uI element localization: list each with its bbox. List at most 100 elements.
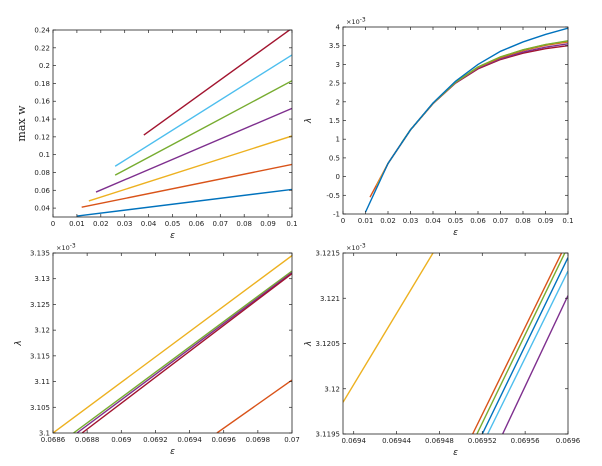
y-tick-label: 3.12 — [34, 327, 50, 335]
x-tick-label: 0.069 — [111, 436, 131, 444]
x-tick-label: 0.0694 — [177, 436, 202, 444]
x-tick-label: 0.0694 — [341, 437, 366, 445]
series-line — [369, 41, 568, 198]
x-tick-label: 0.09 — [538, 217, 554, 225]
y-exponent-power: -3 — [360, 17, 366, 24]
y-tick-label: 0.22 — [34, 44, 50, 52]
series-line — [502, 295, 568, 434]
chart-panel-1: 0 0.01 0.02 0.03 0.04 0.05 0.06 0.07 0.08 0.09 0.1… — [15, 27, 298, 242]
y-tick-label: 1.5 — [329, 117, 340, 125]
chart-panel-4: 0.0694 0.06944 0.06948 0.06952 0.06956 0.0696… — [304, 243, 581, 459]
series-line — [95, 107, 292, 193]
y-tick-label: 3.5 — [329, 42, 340, 50]
series-line — [114, 80, 292, 176]
y-tick-label: 3.115 — [30, 352, 50, 360]
x-tick-label: 0.07 — [493, 217, 509, 225]
y-tick-label: 3.1215 — [316, 250, 341, 258]
x-axis-label: ε — [170, 447, 175, 457]
series-line — [476, 253, 566, 434]
x-tick-label: 0 — [51, 220, 55, 228]
series-line — [382, 43, 568, 174]
x-tick-label: 0.07 — [284, 436, 300, 444]
x-axis-label: ε — [453, 228, 458, 238]
y-tick-label: 0.04 — [34, 205, 50, 213]
y-tick-label: 0.2 — [39, 62, 50, 70]
x-axis-label: ε — [170, 231, 175, 241]
y-axis-label: λ — [304, 118, 314, 124]
y-tick-label: 3.135 — [30, 250, 50, 258]
x-tick-label: 0.02 — [93, 220, 109, 228]
x-tick-label: 0.09 — [260, 220, 276, 228]
series-line — [76, 271, 292, 433]
y-axis-label: λ — [14, 340, 24, 346]
y-tick-label: 2 — [336, 98, 340, 106]
x-tick-label: 0.0696 — [211, 436, 236, 444]
x-tick-label: 0.01 — [358, 217, 374, 225]
series-line — [216, 379, 292, 433]
y-exponent-label: ×10-3 — [346, 17, 366, 27]
y-exponent-power: -3 — [360, 243, 366, 250]
y-tick-label: 0.08 — [34, 169, 50, 177]
chart-panel-3: 0.0686 0.0688 0.069 0.0692 0.0694 0.0696 0.069… — [14, 243, 300, 458]
x-tick-label: 0.06944 — [382, 437, 411, 445]
y-exponent-label: ×10-3 — [346, 243, 366, 253]
x-tick-label: 0.0698 — [246, 436, 271, 444]
y-exponent-power: -3 — [70, 243, 76, 250]
y-tick-label: 0.14 — [34, 116, 50, 124]
y-axis-label: λ — [304, 341, 314, 347]
x-tick-label: 0.03 — [117, 220, 133, 228]
y-tick-label: -0.5 — [326, 192, 340, 200]
y-tick-label: 2.5 — [329, 80, 340, 88]
x-tick-label: 0 — [341, 217, 345, 225]
axes-box — [52, 252, 293, 434]
series-line — [53, 255, 292, 433]
x-tick-label: 0.08 — [515, 217, 531, 225]
y-tick-label: 0.1 — [39, 151, 50, 159]
x-tick-label: 0.0696 — [556, 437, 581, 445]
y-tick-label: 0.18 — [34, 80, 50, 88]
y-exponent-base: ×10 — [346, 18, 360, 26]
series-line — [472, 253, 563, 434]
y-tick-label: 3.121 — [320, 295, 340, 303]
x-tick-label: 0.0686 — [41, 436, 66, 444]
x-tick-label: 0.01 — [69, 220, 85, 228]
x-tick-label: 0.03 — [403, 217, 419, 225]
y-tick-label: 1 — [336, 136, 340, 144]
series-line — [376, 45, 568, 187]
y-exponent-base: ×10 — [346, 244, 360, 252]
series-line — [343, 253, 434, 403]
series-line — [400, 40, 568, 144]
x-axis-label: ε — [453, 448, 458, 458]
series-line — [81, 163, 292, 208]
x-tick-label: 0.04 — [141, 220, 157, 228]
y-exponent-label: ×10-3 — [56, 243, 76, 253]
y-tick-label: 0.24 — [34, 27, 50, 35]
x-tick-label: 0.06 — [470, 217, 486, 225]
series-line — [114, 54, 292, 167]
x-tick-label: 0.05 — [448, 217, 464, 225]
x-tick-label: 0.06948 — [425, 437, 454, 445]
y-tick-label: 3.12 — [324, 385, 340, 393]
x-tick-label: 0.07 — [213, 220, 229, 228]
x-tick-label: 0.1 — [286, 220, 297, 228]
x-tick-label: 0.05 — [165, 220, 181, 228]
chart-panel-2: 0 0.01 0.02 0.03 0.04 0.05 0.06 0.07 0.08 0.09 0.1… — [304, 17, 574, 239]
x-tick-label: 0.02 — [380, 217, 396, 225]
y-axis-label: max w — [15, 105, 28, 142]
y-tick-label: 3.13 — [34, 275, 50, 283]
x-tick-label: 0.06956 — [511, 437, 540, 445]
y-exponent-base: ×10 — [56, 244, 70, 252]
y-tick-label: 0.12 — [34, 133, 50, 141]
series-line — [73, 270, 292, 433]
axes-box — [342, 252, 569, 435]
x-tick-label: 0.0688 — [75, 436, 100, 444]
series-line — [81, 273, 292, 433]
y-tick-label: 0 — [336, 173, 340, 181]
y-tick-label: 0.5 — [329, 154, 340, 162]
y-tick-label: 3.1195 — [316, 431, 341, 439]
series-line — [481, 257, 568, 434]
y-tick-label: 4 — [336, 24, 341, 32]
series-line — [376, 40, 568, 187]
x-tick-label: 0.06952 — [468, 437, 497, 445]
